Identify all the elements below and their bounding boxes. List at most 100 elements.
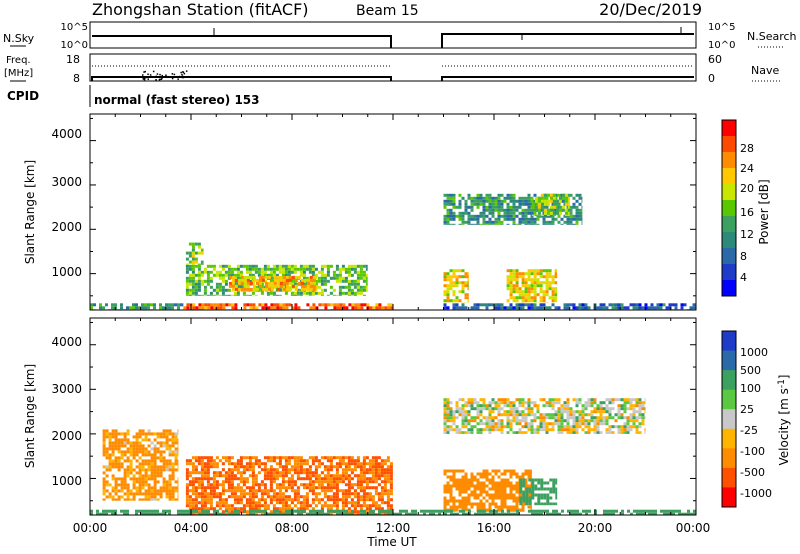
velocity-cell-2 xyxy=(572,428,576,432)
power-cell-0 xyxy=(390,306,393,310)
power-cell-3 xyxy=(297,275,301,279)
velocity-cell-0 xyxy=(359,480,363,484)
velocity-cell-2 xyxy=(599,419,603,423)
cpid-text: normal (fast stereo) 153 xyxy=(94,93,260,107)
velocity-cell-5 xyxy=(276,509,279,513)
power-cell-6 xyxy=(540,205,544,209)
velocity-cell-0 xyxy=(353,513,357,515)
power-cell-3 xyxy=(294,275,298,279)
velocity-cell-2 xyxy=(497,425,501,429)
power-cell-6 xyxy=(537,202,541,206)
velocity-cell-0 xyxy=(269,483,273,487)
power-cell-8 xyxy=(509,275,513,279)
velocity-cell-3 xyxy=(449,490,453,494)
velocity-cell-1 xyxy=(144,435,148,439)
power-cell-8 xyxy=(545,278,549,282)
velocity-cell-2 xyxy=(632,407,636,411)
velocity-cell-2 xyxy=(644,407,646,411)
power-cell-5 xyxy=(575,223,579,225)
velocity-cell-0 xyxy=(305,471,309,475)
power-cell-2 xyxy=(353,270,357,274)
velocity-cell-1 xyxy=(165,459,169,463)
power-cell-0 xyxy=(357,306,361,310)
velocity-cell-3 xyxy=(521,502,525,506)
power-cell-3 xyxy=(273,275,277,279)
velocity-cell-5 xyxy=(576,509,579,513)
power-cell-2 xyxy=(317,276,321,280)
nave-dot xyxy=(147,73,149,75)
power-cell-5 xyxy=(545,205,549,209)
velocity-cell-5 xyxy=(450,509,453,513)
power-cell-2 xyxy=(263,264,267,268)
velocity-cell-3 xyxy=(464,481,468,485)
velocity-cell-0 xyxy=(305,498,309,502)
velocity-cell-5 xyxy=(372,512,375,515)
power-cell-2 xyxy=(269,279,273,283)
velocity-cell-5 xyxy=(438,512,441,515)
velocity-cell-1 xyxy=(153,447,157,451)
power-cell-9 xyxy=(680,306,684,310)
power-cell-0 xyxy=(324,303,328,307)
power-cell-2 xyxy=(197,270,201,274)
velocity-cell-0 xyxy=(308,468,312,472)
velocity-cell-4 xyxy=(519,478,523,482)
power-cell-7 xyxy=(458,269,462,273)
power-cell-3 xyxy=(240,287,244,291)
velocity-cell-3 xyxy=(488,505,492,509)
velocity-cell-3 xyxy=(446,481,450,485)
power-cell-2 xyxy=(218,276,222,280)
power-cell-1 xyxy=(102,306,105,310)
velocity-cell-1 xyxy=(159,432,163,436)
velocity-cell-0 xyxy=(236,486,240,490)
velocity-scale-label: Velocity [m s-1] xyxy=(777,375,791,466)
power-cell-2 xyxy=(281,270,285,274)
velocity-cell-1 xyxy=(153,456,157,460)
velocity-cell-2 xyxy=(557,419,561,423)
velocity-cell-1 xyxy=(177,438,179,442)
velocity-cell-3 xyxy=(500,481,504,485)
power-cell-5 xyxy=(494,205,498,209)
velocity-cell-2 xyxy=(518,428,522,432)
velocity-cell-2 xyxy=(593,419,597,423)
power-cell-5 xyxy=(449,196,453,200)
velocity-cell-1 xyxy=(162,468,166,472)
velocity-cell-0 xyxy=(260,504,264,508)
power-cell-5 xyxy=(509,205,513,209)
power-cell-3 xyxy=(279,290,283,292)
velocity-cell-2 xyxy=(446,428,450,432)
velocity-cell-2 xyxy=(536,407,540,411)
velocity-cell-3 xyxy=(503,499,507,503)
power-cell-9 xyxy=(668,303,672,307)
velocity-cell-1 xyxy=(159,465,163,469)
velocity-cell-0 xyxy=(329,513,333,515)
velocity-cell-0 xyxy=(224,489,228,493)
velocity-cell-2 xyxy=(602,410,606,414)
power-cell-3 xyxy=(315,284,318,288)
power-cell-0 xyxy=(261,306,265,310)
velocity-cell-1 xyxy=(114,438,118,442)
velocity-cell-4 xyxy=(546,499,550,503)
velocity-cell-1 xyxy=(108,438,112,442)
velocity-cell-2 xyxy=(572,398,576,402)
power-cell-3 xyxy=(282,290,286,292)
power-cell-2 xyxy=(206,270,210,274)
power-cell-2 xyxy=(350,282,354,286)
velocity-cell-1 xyxy=(126,432,130,436)
power-cell-2 xyxy=(191,276,195,280)
velocity-cell-2 xyxy=(617,404,621,408)
power-cell-5 xyxy=(488,205,492,209)
power-cell-2 xyxy=(308,264,312,268)
power-cell-2 xyxy=(311,270,315,274)
power-cell-5 xyxy=(488,208,492,212)
velocity-cell-3 xyxy=(497,469,501,473)
velocity-cell-5 xyxy=(207,509,210,513)
velocity-cell-1 xyxy=(159,456,163,460)
nave-dot xyxy=(185,70,188,72)
velocity-cell-1 xyxy=(177,453,179,457)
velocity-cell-1 xyxy=(111,489,115,493)
nave-dot xyxy=(177,78,179,80)
velocity-cell-2 xyxy=(572,419,576,423)
velocity-cell-5 xyxy=(177,512,180,515)
velocity-cell-2 xyxy=(458,407,462,411)
velocity-cell-0 xyxy=(344,501,348,505)
